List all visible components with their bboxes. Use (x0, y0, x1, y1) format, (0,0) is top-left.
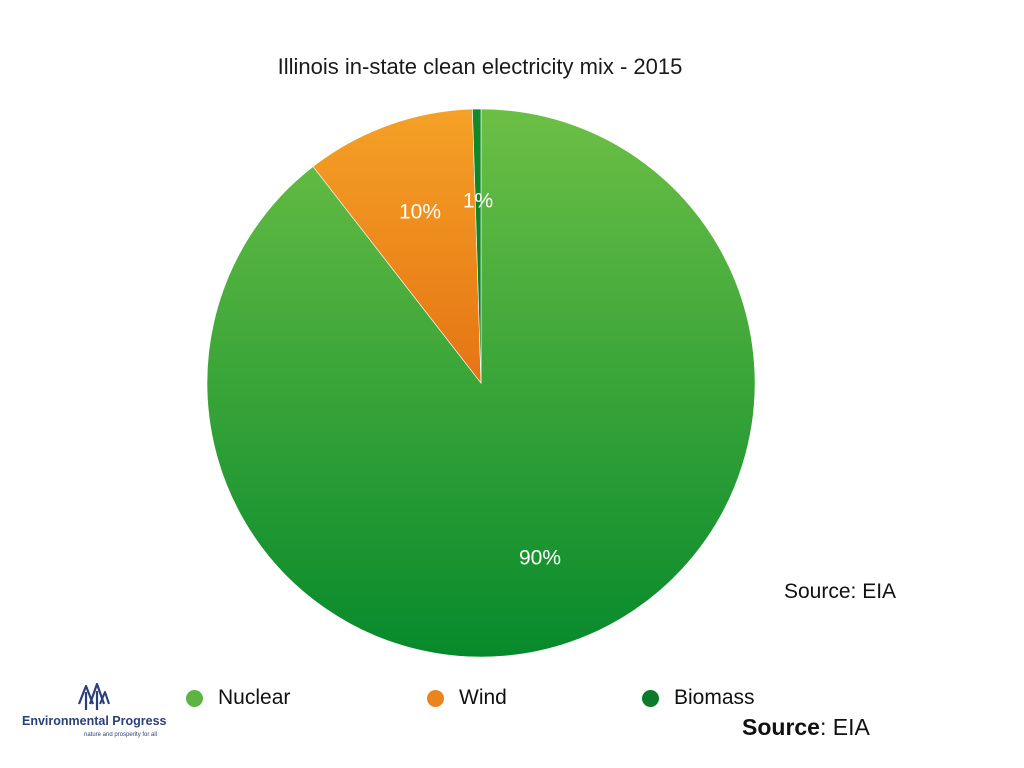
source-footer-label: Source (742, 714, 820, 740)
pie-labels: 90% 10% 1% (399, 190, 561, 570)
source-note: Source: EIA (784, 580, 897, 603)
logo: Environmental Progress nature and prospe… (20, 680, 180, 740)
legend-item-nuclear: Nuclear (186, 686, 290, 710)
pie-label-wind: 10% (399, 201, 441, 224)
legend-label-nuclear: Nuclear (218, 686, 291, 709)
pie-slices (206, 108, 756, 658)
pie-slice-nuclear (206, 108, 756, 658)
tree-icon (77, 682, 110, 710)
legend: Nuclear Wind Biomass (0, 686, 1024, 712)
legend-label-wind: Wind (459, 686, 507, 709)
source-footer-value: : EIA (819, 714, 870, 740)
pie-label-nuclear: 90% (519, 547, 561, 570)
legend-swatch-biomass (642, 689, 659, 707)
chart-title: Illinois in-state clean electricity mix … (277, 54, 683, 79)
source-footer: Source: EIA (742, 714, 870, 741)
logo-name: Environmental Progress (22, 714, 167, 728)
legend-item-wind: Wind (427, 686, 507, 710)
logo-tagline: nature and prosperity for all (84, 732, 158, 738)
legend-label-biomass: Biomass (674, 686, 755, 709)
pie-slice-wind (312, 108, 482, 384)
pie-slice-biomass (472, 108, 482, 384)
legend-swatch-wind (427, 689, 444, 707)
legend-swatch-nuclear (186, 689, 203, 707)
legend-item-biomass: Biomass (642, 686, 755, 710)
pie-label-biomass: 1% (463, 190, 493, 213)
